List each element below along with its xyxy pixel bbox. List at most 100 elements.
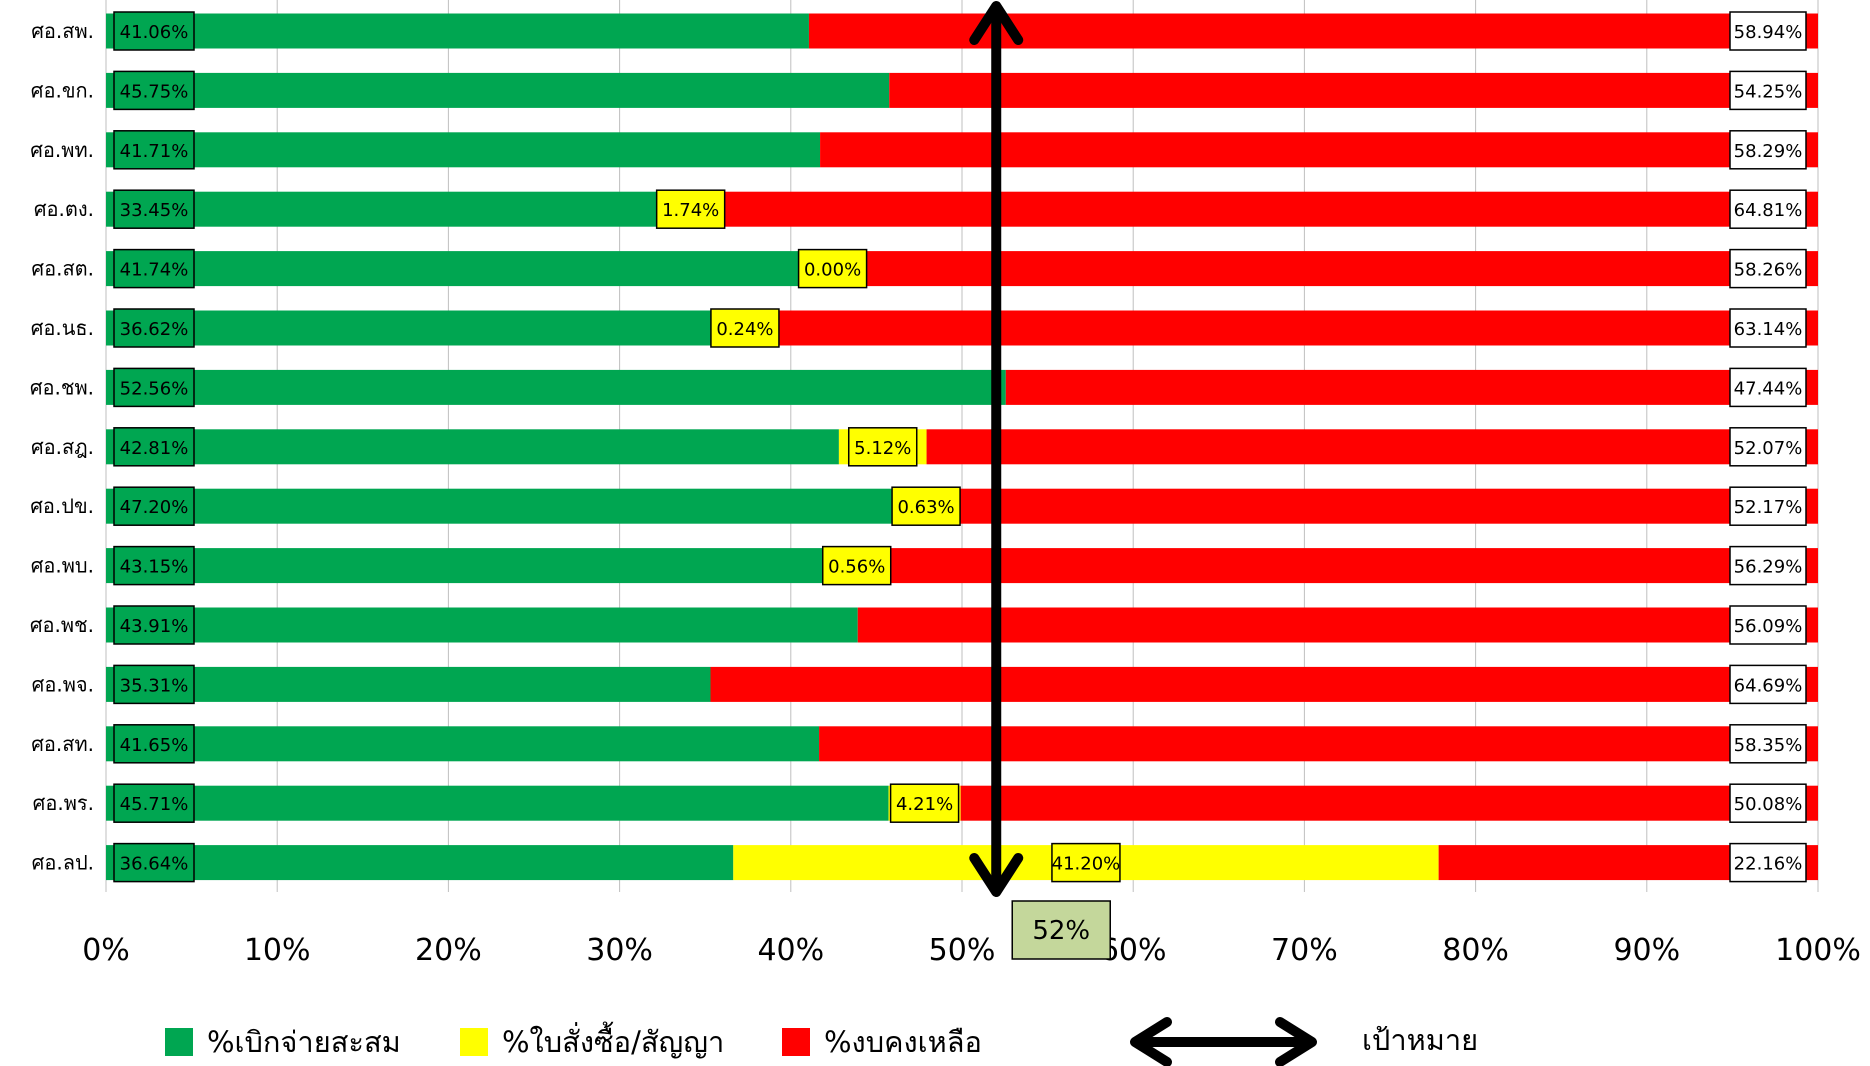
bar-segment [106,369,1006,405]
data-label: 43.15% [120,557,189,578]
data-label: 52.56% [120,378,189,399]
data-label: 22.16% [1734,854,1803,875]
legend-label: %งบคงเหลือ [824,1025,982,1059]
data-label: 36.64% [120,854,189,875]
x-tick-label: 50% [929,933,996,968]
bar-segment [106,785,889,821]
target-label: 52% [1032,916,1090,946]
bar-segment [808,13,1818,49]
bars [106,13,1818,881]
data-label-box [1729,367,1807,408]
data-label-box [113,308,195,348]
bar-segment [854,548,1818,584]
x-tick-label: 10% [244,933,311,968]
category-label: ศอ.สฎ. [31,435,94,459]
data-label: 0.24% [716,319,773,340]
data-label: 41.20% [1052,854,1121,875]
data-label-box [1729,545,1807,586]
data-label: 0.00% [804,260,861,281]
data-label-box [655,189,726,229]
data-label-box [1729,724,1807,764]
category-label: ศอ.พบ. [31,554,94,578]
data-label: 47.20% [120,497,189,518]
legend-target-arrow-right [1275,1017,1317,1066]
bar-segment [737,310,1818,346]
data-label: 45.75% [120,81,189,102]
data-label: 4.21% [896,794,953,815]
category-label: ศอ.ชพ. [30,375,94,399]
x-tick-label: 80% [1442,933,1509,968]
bar-segment [106,429,839,465]
data-label: 56.09% [1734,616,1803,637]
legend-target-arrow-left [1130,1017,1172,1066]
data-label: 36.62% [120,319,189,340]
bar-segment [820,132,1818,168]
data-label: 5.12% [854,438,911,459]
data-label-box [1729,486,1807,526]
category-labels: ศอ.สพ. ศอ.ขก. ศอ.พท. ศอ.ตง. ศอ.สต. ศอ.นธ. ศอ.ช… [30,19,94,875]
x-tick-label: 90% [1613,933,1680,968]
bar-segment [106,72,890,108]
data-label: 54.25% [1734,81,1803,102]
data-label: 47.44% [1734,378,1803,399]
category-label: ศอ.ขก. [31,78,94,102]
target-arrow-down [969,853,1024,897]
data-label-box [1729,783,1807,823]
data-label-box [821,545,892,586]
data-label: 58.29% [1734,141,1803,162]
data-label: 58.35% [1734,735,1803,756]
x-tick-label: 40% [757,933,824,968]
data-label: 52.17% [1734,497,1803,518]
data-label-box [1729,427,1807,467]
data-label-box [113,664,195,705]
data-label: 35.31% [120,675,189,696]
data-label-box [1729,842,1807,883]
data-label-box [113,545,195,586]
data-label-box [1729,664,1807,705]
bar-segment [710,666,1818,702]
legend-swatch [460,1028,488,1056]
bar-segment [924,488,1818,524]
data-label-box [1729,11,1807,51]
x-tick-label: 30% [586,933,653,968]
x-tick-label: 20% [415,933,482,968]
legend-swatch [165,1028,193,1056]
data-label-box [1729,70,1807,111]
data-label-box [113,783,195,823]
data-label-box [113,724,195,764]
category-label: ศอ.นธ. [31,316,94,340]
data-label: 64.81% [1734,200,1803,221]
category-label: ศอ.ตง. [34,197,94,221]
category-label: ศอ.พจ. [32,672,94,696]
category-label: ศอ.พร. [33,791,94,815]
data-label-box [891,486,961,526]
data-label-box [113,842,195,883]
bar-segment [926,429,1818,465]
data-label-box [113,130,195,170]
bar-segment [106,132,821,168]
data-label: 42.81% [120,438,189,459]
legend-target-label: เป้าหมาย [1362,1023,1478,1057]
category-label: ศอ.ลป. [32,851,94,875]
data-label-box [113,427,195,467]
data-label: 41.74% [120,260,189,281]
data-label: 50.08% [1734,794,1803,815]
data-label-box [113,605,195,645]
data-label: 33.45% [120,200,189,221]
x-tick-label: 70% [1271,933,1338,968]
data-label-box [113,70,195,111]
data-label: 0.56% [828,557,885,578]
category-label: ศอ.ปข. [30,494,94,518]
legend-label: %เบิกจ่ายสะสม [207,1025,401,1059]
bar-segment [106,310,733,346]
data-label: 0.63% [897,497,954,518]
category-label: ศอ.สท. [31,732,94,756]
data-label: 43.91% [120,616,189,637]
bar-segment [708,191,1818,227]
data-label-box [889,783,960,823]
bar-segment [820,251,1818,287]
legend-label: %ใบสั่งซื้อ/สัญญา [502,1021,724,1059]
bar-segment [889,72,1818,108]
target-line: 52% [969,1,1111,960]
data-label: 58.94% [1734,22,1803,43]
